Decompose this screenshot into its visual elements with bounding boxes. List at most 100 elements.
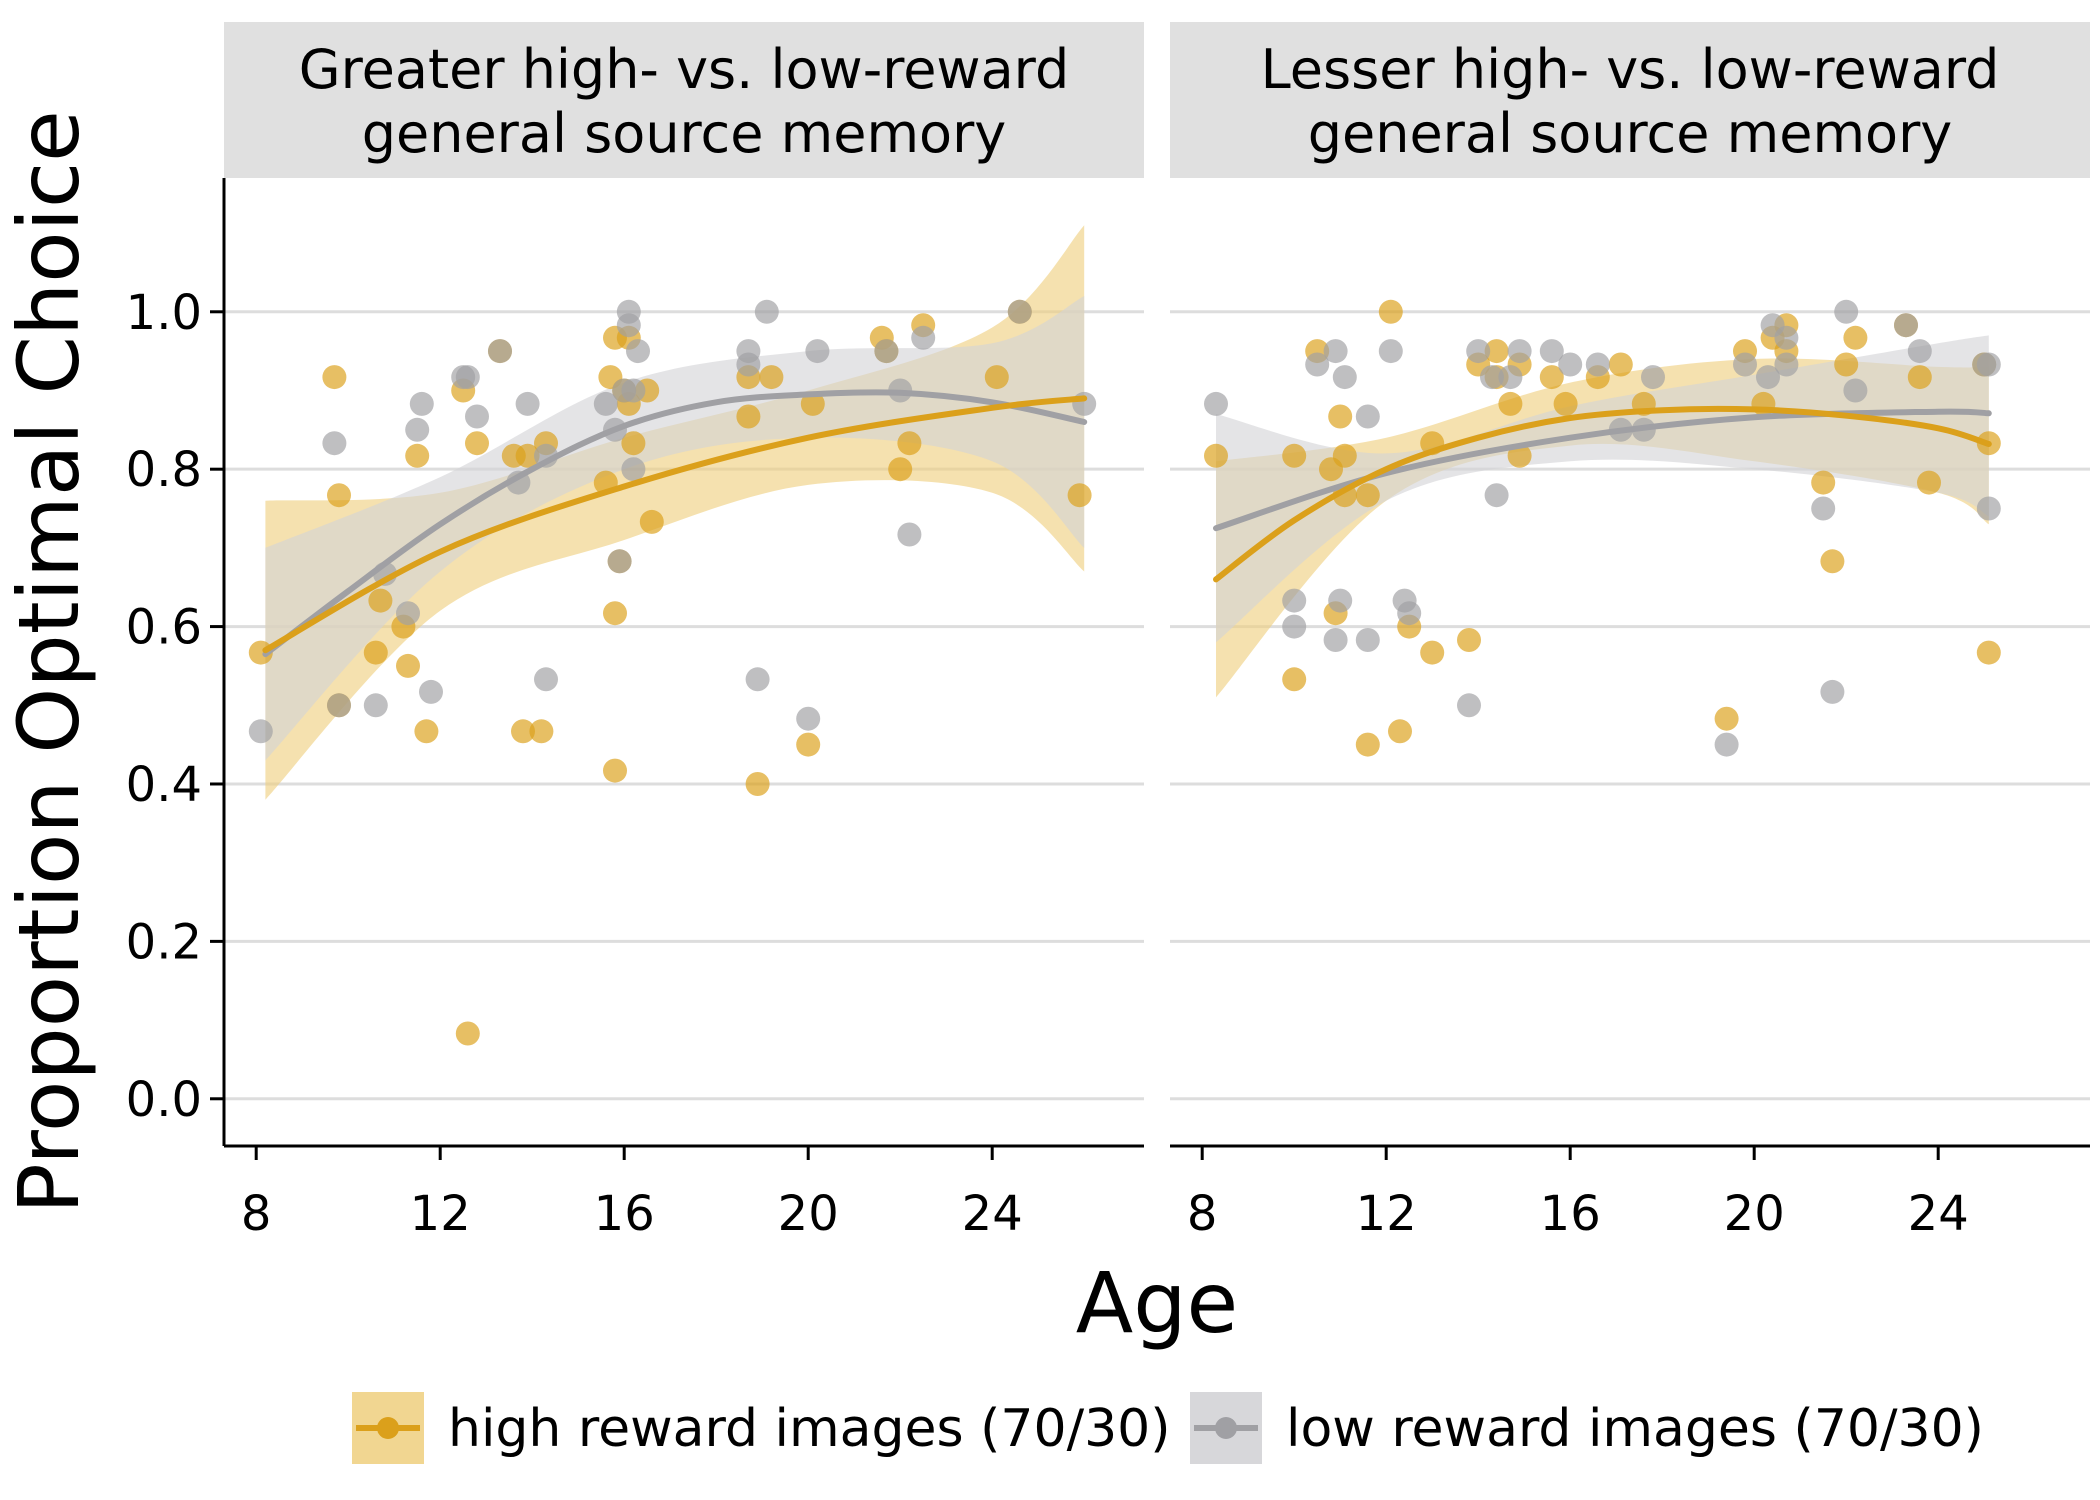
data-point-low [488,339,512,364]
data-point-low [322,431,347,456]
data-point-high [1355,483,1380,508]
data-point-low [1498,365,1523,390]
fit-line-high [262,395,1088,654]
data-point-low [1733,352,1757,377]
data-point-low [1774,325,1799,350]
data-point-low [455,365,480,390]
data-point-low [1976,496,2001,521]
data-point-low [1834,299,1859,324]
x-tick-label: 20 [1724,1186,1785,1242]
data-point-low [1305,352,1330,377]
y-tick-label: 0.0 [126,1072,202,1128]
data-point-high [1282,443,1307,468]
data-point-low [1585,352,1610,377]
legend-item-low-reward: low reward images (70/30) [1190,1392,1984,1464]
legend-key-low-point [1215,1417,1237,1439]
data-point-low [1466,339,1491,364]
data-point-high [1714,706,1739,731]
data-point-high [368,588,393,613]
data-point-low [754,299,779,324]
x-tick-label: 8 [241,1186,272,1242]
data-point-low [1641,365,1665,390]
data-point-high [1917,470,1941,495]
data-point-high [322,365,347,390]
x-ticks: 8 12 16 20 24 [241,1146,1023,1242]
data-point-low [1457,693,1481,718]
x-tick-label: 12 [1356,1186,1417,1242]
data-point-low [1507,339,1532,364]
y-tick-label: 0.8 [126,442,202,498]
data-point-high [455,1021,480,1046]
data-point-high [1355,732,1380,757]
data-point-low [626,339,650,364]
data-point-low [1539,339,1564,364]
data-point-high [515,443,540,468]
data-point-high [1378,299,1403,324]
data-point-high [1820,549,1845,574]
data-points [248,299,1097,1046]
fit-line-high [1213,405,1992,583]
data-point-low [1558,352,1583,377]
data-point-low [1756,365,1780,390]
data-point-high [1843,325,1868,350]
data-point-high [405,443,430,468]
fit-lines [1213,405,1992,583]
data-point-high [800,391,825,416]
data-point-low [363,693,388,718]
data-point-low [1328,588,1353,613]
data-point-high [984,365,1009,390]
data-point-high [1204,443,1228,468]
x-tick-label: 16 [594,1186,655,1242]
data-point-low [405,417,430,442]
data-point-low [1397,601,1422,626]
panel-strip-background [224,22,1144,178]
data-point-high [1328,404,1353,429]
data-point-high [897,431,922,456]
data-point-high [745,772,770,796]
data-point-low [621,457,646,482]
panel-title-line-1: Lesser high- vs. low-reward [1261,38,2000,101]
data-point-high [511,719,535,744]
fit-lines [262,389,1088,658]
data-point-low [897,522,922,547]
data-point-high [603,758,627,783]
data-point-low [1282,614,1307,639]
data-point-low [745,667,770,692]
data-point-high [1457,628,1481,652]
data-point-high [327,483,351,508]
y-tick-label: 0.6 [126,600,202,656]
x-tick-label: 24 [962,1186,1023,1242]
data-point-low [1323,628,1348,652]
fit-line-low [1213,408,1992,532]
data-point-high [414,719,439,744]
data-point-low [1774,352,1799,377]
data-point-high [1608,352,1633,377]
data-point-low [1355,404,1380,429]
data-point-low [409,391,434,416]
data-point-high [1811,470,1836,495]
data-point-low [1811,496,1836,521]
data-point-high [888,457,913,482]
y-tick-label: 0.4 [126,757,202,813]
data-point-low [1204,391,1228,416]
data-point-high [1067,483,1092,508]
data-point-low [616,299,641,324]
data-point-low [805,339,830,364]
data-point-low [1843,378,1868,403]
data-point-low [1355,628,1380,652]
data-point-low [396,601,420,626]
y-tick-label: 1.0 [126,285,202,341]
x-tick-label: 8 [1187,1186,1218,1242]
confidence-band-high [265,225,1085,800]
data-point-high [1976,640,2001,665]
x-tick-label: 20 [778,1186,839,1242]
data-point-high [1553,391,1578,416]
data-point-low [874,339,899,364]
data-point-high [1420,640,1445,665]
panel-title-line-2: general source memory [1308,102,1953,165]
panel-greater: Greater high- vs. low-reward general sou… [126,22,1144,1242]
data-point-low [1323,339,1348,364]
data-point-high [759,365,784,390]
data-point-high [529,719,554,744]
data-point-low [1976,352,2001,377]
